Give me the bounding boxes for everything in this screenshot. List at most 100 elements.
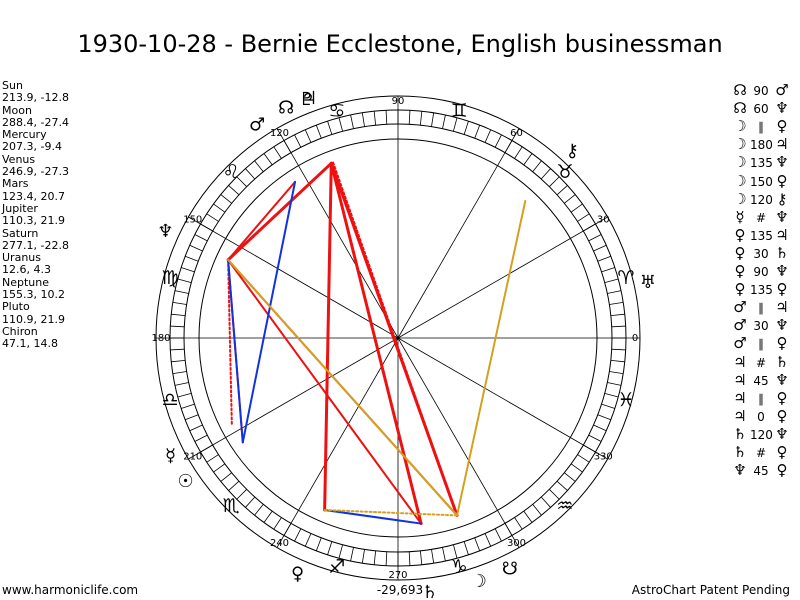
aspect-glyph-first: ☊ xyxy=(733,81,747,99)
planet-name-pluto: Pluto xyxy=(2,300,30,314)
planet-name-sun: Sun xyxy=(2,79,23,92)
degree-tick xyxy=(220,194,232,204)
degree-tick xyxy=(610,313,625,317)
degree-tick xyxy=(171,313,186,317)
degree-tick xyxy=(304,129,312,143)
degree-tick xyxy=(228,480,240,491)
degree-tick xyxy=(171,359,186,363)
planet-glyph: ♄ xyxy=(422,582,438,600)
sector-spoke xyxy=(188,337,399,460)
degree-tick xyxy=(523,510,533,523)
planet-glyph: ☊ xyxy=(278,98,294,119)
aspect-angle: 0 xyxy=(757,409,765,424)
sector-spoke xyxy=(276,337,399,548)
degree-tick xyxy=(549,176,560,187)
planet-coords-jupiter: 110.3, 21.9 xyxy=(2,214,65,228)
degree-tick xyxy=(611,325,626,328)
degree-tick xyxy=(494,528,502,542)
degree-tick xyxy=(532,504,542,516)
aspect-glyph-first: ☿ xyxy=(735,207,745,226)
aspect-glyph-first: ♂ xyxy=(733,316,747,335)
degree-tick xyxy=(177,278,192,283)
degree-tick xyxy=(174,290,189,294)
planet-glyph: ♀ xyxy=(291,563,304,584)
footer-number: -29,693 xyxy=(376,583,424,597)
degree-label: 270 xyxy=(388,570,407,581)
planet-glyph: ☿ xyxy=(165,445,176,466)
degree-label: 0 xyxy=(632,333,638,344)
aspect-line xyxy=(332,161,459,517)
degree-tick xyxy=(570,463,583,473)
aspect-line xyxy=(323,509,459,517)
degree-tick xyxy=(593,244,607,252)
degree-tick xyxy=(327,541,333,555)
degree-tick xyxy=(189,424,203,432)
aspect-line xyxy=(227,258,233,425)
planet-position-list: Sun 213.9, -12.8 Moon 288.4, -27.4 Mercury 20… xyxy=(2,79,69,351)
degree-label: 150 xyxy=(183,215,202,226)
degree-tick xyxy=(170,325,185,328)
degree-tick xyxy=(609,301,624,305)
planet-name-chiron: Chiron xyxy=(2,324,38,338)
degree-tick xyxy=(263,510,273,523)
aspect-angle: 120 xyxy=(750,192,773,207)
aspect-glyph-second: ♀ xyxy=(776,443,788,461)
degree-tick xyxy=(494,134,502,148)
degree-tick xyxy=(373,111,377,126)
zodiac-sign-glyph: ♐ xyxy=(328,556,345,578)
planet-name-mercury: Mercury xyxy=(2,128,47,142)
degree-tick xyxy=(564,472,576,482)
degree-tick xyxy=(484,129,492,143)
planet-glyph: ☽ xyxy=(471,571,487,592)
degree-tick xyxy=(549,489,560,500)
aspect-glyph-second: ♆ xyxy=(775,424,789,443)
planet-coords-saturn: 277.1, -22.8 xyxy=(2,238,69,252)
aspect-line xyxy=(323,161,333,512)
degree-tick xyxy=(484,533,492,547)
aspect-line xyxy=(227,258,423,525)
aspect-angle: 45 xyxy=(753,373,769,388)
degree-tick xyxy=(206,454,219,463)
aspect-glyph-second: ♄ xyxy=(775,352,789,371)
degree-tick xyxy=(564,194,576,204)
degree-tick xyxy=(463,541,469,555)
degree-tick xyxy=(419,550,423,565)
degree-tick xyxy=(263,153,273,166)
aspect-line xyxy=(227,258,244,444)
aspect-glyph-first: ♃ xyxy=(733,352,747,371)
degree-tick xyxy=(194,234,208,242)
aspect-line xyxy=(227,180,297,261)
degree-tick xyxy=(593,424,607,432)
aspect-glyph-first: ♃ xyxy=(733,406,747,425)
degree-tick xyxy=(338,117,343,132)
degree-tick xyxy=(294,134,302,148)
degree-tick xyxy=(442,114,446,129)
aspect-glyph-first: ☊ xyxy=(733,99,747,118)
planet-name-uranus: Uranus xyxy=(2,251,41,265)
planet-name-mars: Mars xyxy=(2,177,29,191)
zodiac-sign-glyph: ♍ xyxy=(162,267,179,289)
degree-tick xyxy=(373,550,377,565)
degree-tick xyxy=(474,125,481,139)
degree-label: 240 xyxy=(270,538,289,549)
degree-tick xyxy=(601,403,615,409)
degree-tick xyxy=(611,348,626,351)
planet-name-saturn: Saturn xyxy=(2,226,39,240)
planet-glyph: ♇ xyxy=(299,89,315,110)
aspect-glyph-first: ☽ xyxy=(733,171,747,190)
aspect-glyph-first: ♃ xyxy=(733,370,747,389)
degree-tick xyxy=(540,168,551,180)
aspect-angle: 120 xyxy=(750,427,773,442)
aspect-glyph-second: ♀ xyxy=(776,280,788,299)
degree-tick xyxy=(597,414,611,421)
degree-tick xyxy=(245,168,256,180)
degree-tick xyxy=(408,110,411,125)
degree-label: 60 xyxy=(510,128,523,139)
degree-tick xyxy=(220,472,232,482)
degree-tick xyxy=(588,234,602,242)
degree-tick xyxy=(610,359,625,363)
zodiac-sign-glyph: ♒ xyxy=(556,495,573,517)
planet-glyph: ☋ xyxy=(502,558,518,579)
degree-tick xyxy=(177,393,192,398)
